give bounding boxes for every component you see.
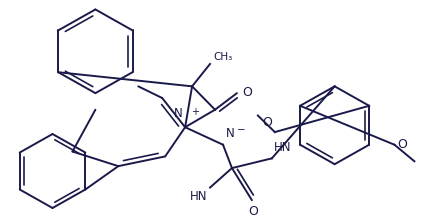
Text: O: O [242,86,252,99]
Text: N: N [226,127,235,140]
Text: O: O [397,138,407,151]
Text: O: O [262,116,272,129]
Text: HN: HN [274,141,291,154]
Text: +: + [191,107,199,116]
Text: CH₃: CH₃ [213,52,232,62]
Text: N: N [173,107,182,120]
Text: O: O [248,205,258,218]
Text: −: − [237,125,246,135]
Text: HN: HN [190,191,207,204]
